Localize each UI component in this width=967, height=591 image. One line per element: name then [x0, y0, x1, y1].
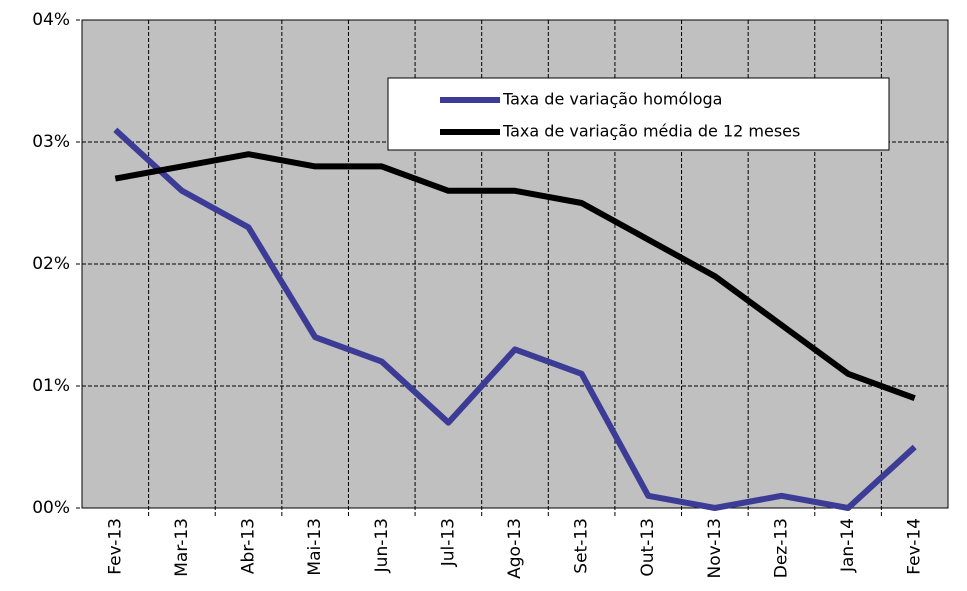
x-tick-label: Jan-14: [838, 518, 858, 573]
x-tick-label: Set-13: [572, 518, 592, 574]
y-tick-label: 01%: [32, 376, 70, 396]
y-tick-label: 03%: [32, 132, 70, 152]
legend-label: Taxa de variação homóloga: [502, 90, 722, 109]
x-tick-label: Fev-13: [105, 518, 125, 575]
x-tick-label: Mai-13: [305, 518, 325, 576]
series-line: [114, 151, 916, 402]
legend-box: [387, 77, 890, 151]
x-tick-label: Abr-13: [239, 518, 259, 574]
x-tick-label: Ago-13: [505, 518, 525, 579]
series-line: [113, 127, 917, 511]
x-tick-label: Jul-13: [438, 518, 458, 567]
y-tick-label: 02%: [32, 254, 70, 274]
x-tick-label: Mar-13: [172, 518, 192, 577]
x-tick-label: Nov-13: [705, 518, 725, 579]
x-tick-label: Out-13: [638, 518, 658, 577]
x-tick-label: Jun-13: [372, 518, 392, 573]
y-tick-label: 00%: [32, 498, 70, 518]
x-tick-label: Dez-13: [771, 518, 791, 578]
x-tick-label: Fev-14: [905, 518, 925, 575]
y-tick-label: 04%: [32, 10, 70, 30]
legend-label: Taxa de variação média de 12 meses: [502, 122, 800, 141]
plot-border: [81, 19, 949, 509]
